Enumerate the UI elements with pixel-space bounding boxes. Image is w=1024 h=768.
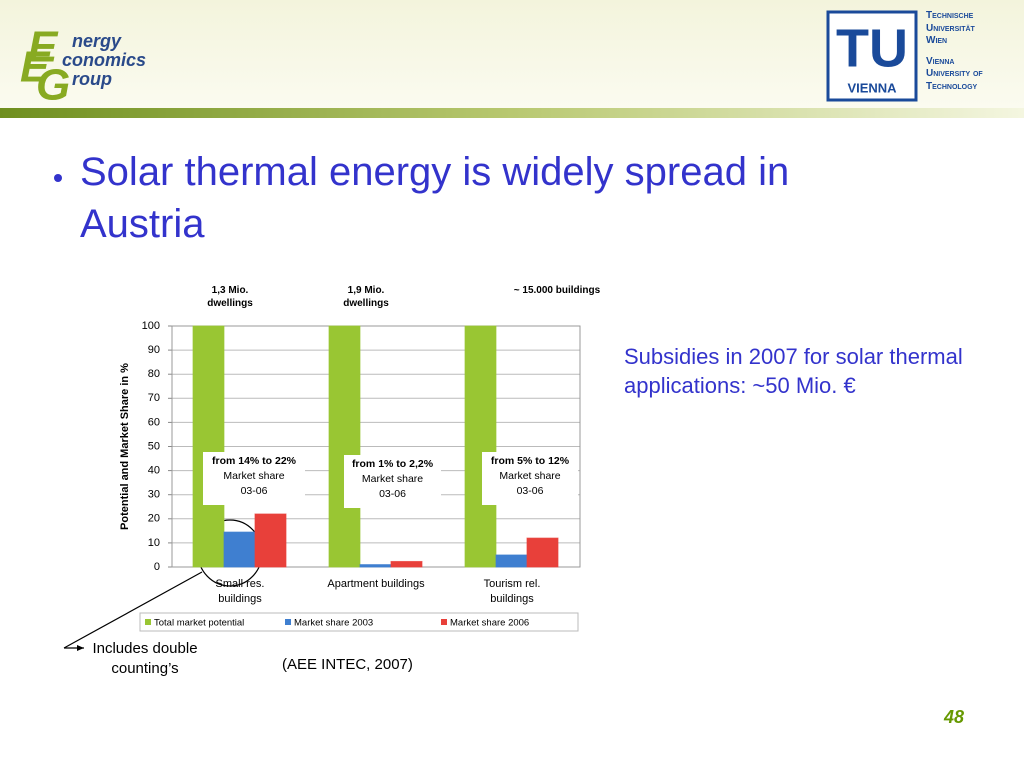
- page-number: 48: [943, 707, 964, 727]
- legend-label: Market share 2003: [294, 618, 373, 629]
- bullet: [54, 174, 62, 182]
- eeg-letter: E: [28, 23, 59, 72]
- legend-label: Total market potential: [154, 618, 244, 629]
- x-tick-label: Tourism rel. buildings: [483, 578, 541, 605]
- tu-line: Technology: [926, 80, 978, 92]
- tu-word: VIENNA: [847, 80, 897, 95]
- bar: [495, 554, 528, 568]
- legend-label: Market share 2006: [450, 618, 529, 629]
- legend-box: [139, 612, 579, 632]
- annotation-line: from 1% to 2,2%: [351, 458, 434, 470]
- y-tick-label: 70: [148, 392, 160, 404]
- y-tick-label: 100: [142, 320, 160, 332]
- x-tick-label: Small res. buildings: [215, 578, 265, 605]
- group-label: ~ 15.000 buildings: [513, 285, 601, 296]
- annotation-box: [203, 452, 305, 505]
- bar: [359, 564, 392, 568]
- bar: [328, 325, 361, 568]
- header-band: [0, 108, 1024, 118]
- bar: [192, 325, 225, 568]
- annotation-line: 03-06: [516, 485, 544, 497]
- tu-line: Technische: [926, 10, 974, 21]
- eeg-word: nergy: [72, 31, 122, 51]
- bar: [390, 560, 423, 568]
- group-label: 1,3 Mio. dwellings: [207, 285, 253, 309]
- callout-line: [63, 571, 203, 649]
- bar: [464, 325, 497, 568]
- annotation-box: [482, 452, 578, 505]
- callout-arrowhead: [77, 645, 84, 651]
- y-tick-label: 10: [148, 537, 160, 549]
- eeg-word: conomics: [62, 50, 146, 70]
- legend-swatch: [285, 619, 291, 625]
- y-tick-label: 90: [148, 344, 160, 356]
- callout-text: Includes double counting’s: [92, 640, 198, 677]
- y-axis-label: Potential and Market Share in %: [119, 363, 131, 530]
- y-tick-label: 0: [154, 561, 160, 573]
- bar: [223, 531, 256, 568]
- x-tick-label: Apartment buildings: [327, 578, 425, 590]
- tu-line: Vienna: [926, 55, 955, 67]
- annotation-line: from 5% to 12%: [490, 455, 570, 467]
- y-tick-label: 30: [148, 489, 160, 501]
- annotation-line: Market share: [361, 473, 424, 485]
- legend-swatch: [441, 619, 447, 625]
- y-tick-label: 40: [148, 465, 160, 477]
- source: (AEE INTEC, 2007): [282, 656, 413, 673]
- tu-line: Universität: [926, 22, 975, 34]
- group-label: 1,9 Mio. dwellings: [343, 285, 389, 309]
- tu-mark: TU: [836, 18, 908, 78]
- y-tick-label: 50: [148, 440, 160, 452]
- tu-line: University of: [926, 68, 983, 79]
- side-note: Subsidies in 2007 for solar thermal appl…: [624, 344, 963, 398]
- bar: [254, 513, 287, 568]
- y-tick-label: 20: [148, 513, 160, 525]
- eeg-letter: E: [20, 43, 51, 92]
- y-tick-label: 60: [148, 416, 160, 428]
- annotation-line: 03-06: [240, 485, 268, 497]
- annotation-line: 03-06: [379, 488, 406, 500]
- annotation-line: from 14% to 22%: [211, 455, 297, 467]
- tu-logo-frame: [826, 10, 918, 102]
- eeg-letter: G: [36, 61, 70, 110]
- slide-title: Solar thermal energy is widely spread in…: [80, 150, 790, 246]
- y-tick-label: 80: [148, 368, 160, 380]
- annotation-line: Market share: [223, 470, 285, 482]
- annotation-box: [344, 455, 441, 508]
- eeg-word: roup: [72, 69, 112, 89]
- bar: [526, 537, 559, 568]
- tu-line: Wien: [926, 35, 948, 46]
- annotation-line: Market share: [499, 470, 561, 482]
- legend-swatch: [145, 619, 151, 625]
- tu-text: Technische Universität Wien Vienna Universit…: [926, 10, 983, 93]
